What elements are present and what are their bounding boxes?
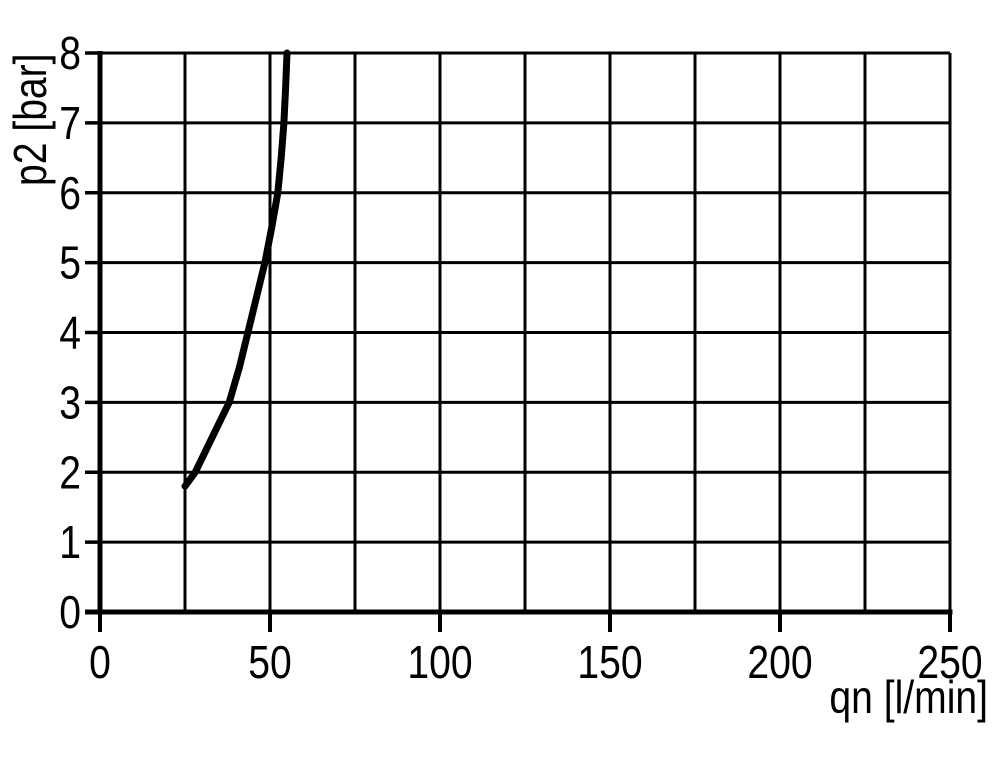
- axes: [85, 51, 953, 632]
- y-tick-label: 6: [59, 168, 81, 220]
- y-tick-label: 2: [59, 447, 81, 499]
- y-tick-label: 5: [59, 238, 81, 290]
- x-tick-label: 0: [89, 637, 111, 689]
- x-tick-label: 250: [917, 637, 982, 689]
- y-axis-label: p2 [bar]: [5, 53, 57, 186]
- y-tick-label: 1: [59, 517, 81, 569]
- gridlines: [100, 51, 952, 612]
- tick-labels: 0 50 100 150 200 250 0 1 2 3 4 5 6 7 8: [59, 28, 982, 689]
- y-tick-label: 8: [59, 28, 81, 80]
- x-tick-label: 150: [577, 637, 642, 689]
- x-axis-label: qn [l/min]: [829, 672, 988, 724]
- y-tick-label: 3: [59, 377, 81, 429]
- flow-curve: [181, 49, 291, 490]
- x-tick-label: 100: [407, 637, 472, 689]
- y-tick-label: 7: [59, 98, 81, 150]
- y-tick-label: 4: [59, 308, 81, 360]
- x-tick-label: 200: [747, 637, 812, 689]
- y-tick-label: 0: [59, 587, 81, 639]
- x-tick-label: 50: [248, 637, 291, 689]
